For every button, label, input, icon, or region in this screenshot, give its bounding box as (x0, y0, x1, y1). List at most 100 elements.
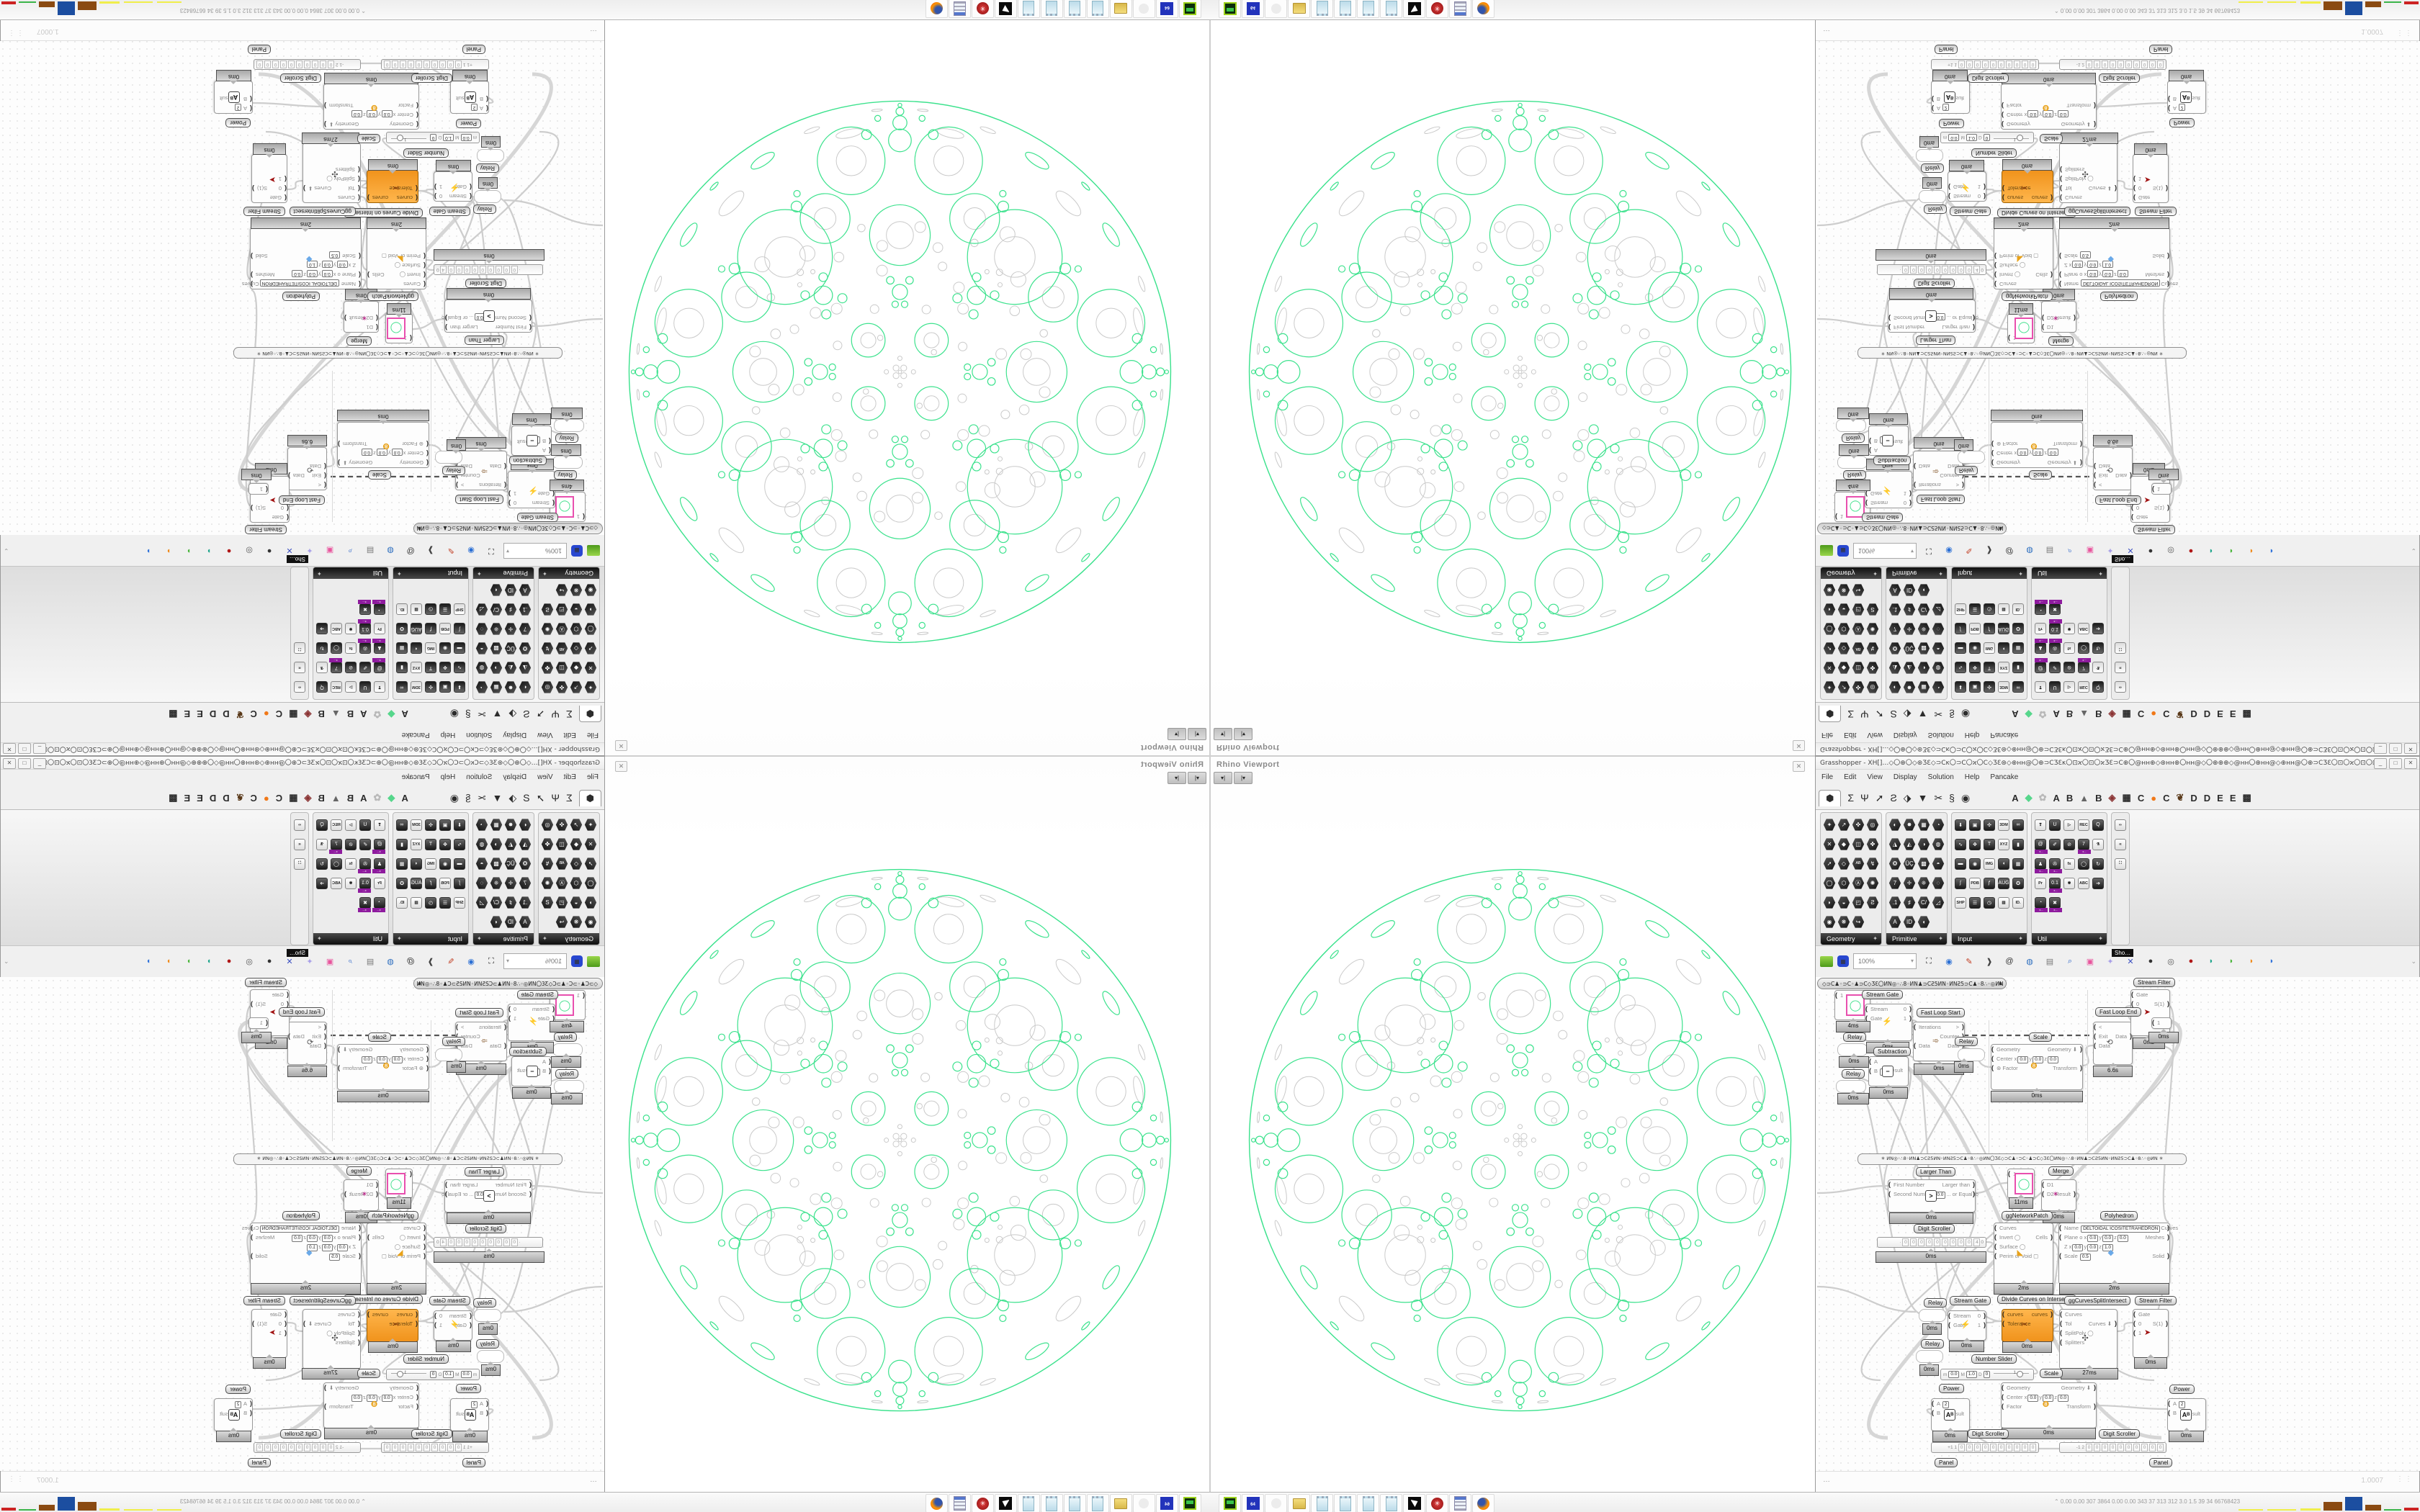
frame-icon[interactable]: ⛶ (1926, 546, 1932, 556)
component-icon[interactable]: U (359, 681, 371, 693)
scroller-digit[interactable]: 0 (400, 1444, 406, 1452)
pin-blue-icon[interactable]: ◗ (2269, 957, 2275, 966)
component-icon[interactable]: ◯ (585, 623, 597, 635)
node-label-capsule[interactable]: Digit Scroller (1914, 1224, 1955, 1233)
toolbar-overflow-icon[interactable]: ⌄ (4, 547, 9, 555)
scroller-digit[interactable]: 0 (2102, 1444, 2108, 1452)
zoom-dropdown[interactable]: 100% (503, 543, 567, 559)
component-icon[interactable]: ᴬᴮ (556, 858, 568, 870)
tab-plugin-10[interactable]: ● (263, 708, 269, 720)
node-label-capsule[interactable]: Polyhedron (2100, 1211, 2138, 1220)
node-label-capsule[interactable]: Panel (2149, 1458, 2173, 1467)
gh-node[interactable]: curvescurvesTolerance✂ (367, 170, 418, 203)
dna-icon[interactable]: ✕ (286, 546, 293, 555)
node-label-capsule[interactable]: Stream Gate (516, 990, 558, 999)
component-icon[interactable]: ↻ (2092, 858, 2104, 870)
scroller-digit[interactable]: 0 (1934, 266, 1941, 274)
tab-category-5[interactable]: ⬗ (508, 708, 517, 721)
pin-green-icon[interactable]: ◗ (186, 957, 192, 966)
component-icon[interactable]: ◫ (556, 838, 568, 850)
scroller-digit[interactable]: 0 (431, 60, 438, 68)
gh-node[interactable]: Stream0Gate1⚡ (1948, 171, 1986, 202)
component-icon[interactable]: ↪ (1852, 916, 1865, 928)
component-icon[interactable]: ♟ (374, 642, 385, 654)
gh-node[interactable]: Name DELTOIDAL ICOSITETRAHEDRONCurvesPla… (2058, 1223, 2178, 1284)
component-icon[interactable]: ▦ (1917, 819, 1930, 831)
component-icon[interactable]: PDB (439, 877, 451, 889)
component-icon[interactable]: ♯ (505, 896, 517, 909)
component-icon[interactable]: ∝ (294, 662, 305, 674)
component-icon[interactable]: PDB (439, 623, 451, 635)
node-label-capsule[interactable]: Polyhedron (282, 1211, 320, 1220)
component-icon[interactable]: ✐ (359, 838, 371, 850)
rhino-viewport[interactable]: Rhino Viewport ▾| |▾ ✕ (605, 20, 1210, 756)
tab-category-5[interactable]: ⬗ (1903, 791, 1912, 804)
frame-icon[interactable]: ⛶ (1926, 956, 1932, 966)
palette-expand-icon[interactable]: ✦ (2018, 935, 2023, 942)
component-icon[interactable]: ✺ (1867, 623, 1879, 635)
node-label-capsule[interactable]: Panel (1935, 45, 1958, 54)
component-icon[interactable]: ✐ (2049, 838, 2061, 850)
component-icon[interactable]: ❣ (374, 681, 385, 693)
scroller-digit[interactable]: 0 (384, 1444, 390, 1452)
component-icon[interactable]: ◭ (505, 662, 517, 674)
ghost-icon[interactable] (1265, 1494, 1287, 1512)
tab-plugin-11[interactable]: C (250, 792, 257, 804)
component-icon[interactable]: ➔ (2092, 623, 2104, 635)
component-icon[interactable]: C/ (490, 896, 503, 909)
torus-icon[interactable]: ● (226, 546, 232, 555)
node-label-capsule[interactable]: Power (2169, 1385, 2195, 1394)
component-icon[interactable]: ⬇ (454, 681, 465, 693)
slider-knob[interactable] (2017, 135, 2023, 141)
toolbar-overflow-icon[interactable]: ⌄ (2411, 957, 2416, 965)
number-slider-widget[interactable]: m 0.0 M 1.0 D 0 1 (1940, 1369, 2034, 1380)
tab-category-9[interactable]: ◉ (449, 708, 460, 721)
component-icon[interactable]: fx (2063, 858, 2075, 870)
component-icon[interactable]: ◯ (1824, 623, 1836, 635)
component-icon[interactable]: ↻ (2092, 642, 2104, 654)
at-icon[interactable]: @ (406, 546, 415, 555)
gh-node[interactable]: <ExitDataData⟲ (287, 1022, 327, 1065)
gh-node[interactable]: <ExitDataData⟲ (2093, 1022, 2133, 1065)
component-icon[interactable]: ⊘ (345, 838, 357, 850)
gh-node[interactable]: curvescurvesTolerance✂ (2002, 1309, 2053, 1342)
tab-plugin-3[interactable]: A (360, 708, 367, 720)
node-label-capsule[interactable]: Digit Scroller (2099, 1429, 2141, 1439)
node-label-capsule[interactable]: ggNetworkPatch (2002, 292, 2053, 301)
component-icon[interactable]: ◆ (1838, 662, 1850, 674)
component-icon[interactable]: @ (374, 662, 385, 674)
gh-node[interactable]: curvescurvesTolerance✂ (2002, 170, 2053, 203)
tab-plugin-10[interactable]: ● (2151, 708, 2157, 720)
viewport-tab-button-right[interactable]: |▾ (1234, 728, 1252, 740)
pin-blue-icon[interactable]: ◗ (145, 546, 151, 555)
bulb-icon[interactable]: ✦ (306, 546, 313, 555)
component-icon[interactable]: ✦ (1823, 819, 1836, 831)
component-icon[interactable]: ❣ (2035, 681, 2046, 693)
canvas-overflow[interactable]: … (1823, 1476, 1830, 1484)
node-label-capsule[interactable]: Larger Than (1916, 1167, 1956, 1176)
node-label-capsule[interactable]: Panel (462, 1458, 485, 1467)
component-icon[interactable]: ID (1904, 584, 1916, 596)
component-icon[interactable]: AUG (411, 877, 422, 889)
node-label-capsule[interactable]: Scale (357, 134, 380, 143)
node-label-capsule[interactable]: Number Slider (1971, 148, 2017, 158)
component-icon[interactable]: ◉ (585, 584, 597, 596)
eye-icon[interactable]: ◉ (467, 546, 475, 555)
component-icon[interactable]: ✾ (2063, 623, 2075, 635)
tab-plugin-6[interactable]: B (2095, 708, 2102, 720)
palette-expand-icon[interactable]: ✦ (542, 570, 547, 577)
component-icon[interactable]: 0.1 (2049, 877, 2062, 893)
badge-icon[interactable]: ✳ (1426, 1494, 1448, 1512)
gh-node[interactable]: 1 (248, 1017, 269, 1029)
component-icon[interactable]: ✣ (425, 681, 436, 693)
scroller-digit[interactable]: 0 (455, 1238, 462, 1246)
tab-plugin-4[interactable]: B (346, 708, 354, 720)
scroller-digit[interactable]: 0 (424, 60, 430, 68)
scroller-digit[interactable]: 0 (439, 60, 446, 68)
component-icon[interactable]: ▦ (396, 858, 408, 870)
component-icon[interactable]: ❈ (490, 623, 503, 635)
tab-category-1[interactable]: Σ (1847, 792, 1855, 804)
tab-plugin-12[interactable]: ❦ (236, 792, 244, 803)
tab-category-2[interactable]: Ψ (1860, 708, 1869, 720)
component-icon[interactable]: ◔ (2035, 896, 2048, 912)
